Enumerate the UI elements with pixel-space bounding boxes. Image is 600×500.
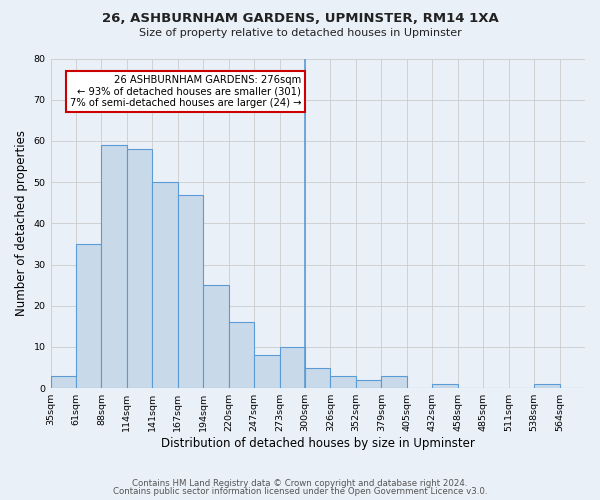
- Y-axis label: Number of detached properties: Number of detached properties: [15, 130, 28, 316]
- Bar: [305, 368, 331, 388]
- Bar: [127, 149, 152, 388]
- Text: Contains public sector information licensed under the Open Government Licence v3: Contains public sector information licen…: [113, 487, 487, 496]
- Text: Contains HM Land Registry data © Crown copyright and database right 2024.: Contains HM Land Registry data © Crown c…: [132, 478, 468, 488]
- Bar: [50, 376, 76, 388]
- Bar: [101, 145, 127, 388]
- Bar: [152, 182, 178, 388]
- X-axis label: Distribution of detached houses by size in Upminster: Distribution of detached houses by size …: [161, 437, 475, 450]
- Bar: [280, 347, 305, 388]
- Text: Size of property relative to detached houses in Upminster: Size of property relative to detached ho…: [139, 28, 461, 38]
- Bar: [76, 244, 101, 388]
- Text: 26 ASHBURNHAM GARDENS: 276sqm
← 93% of detached houses are smaller (301)
7% of s: 26 ASHBURNHAM GARDENS: 276sqm ← 93% of d…: [70, 75, 301, 108]
- Bar: [331, 376, 356, 388]
- Text: 26, ASHBURNHAM GARDENS, UPMINSTER, RM14 1XA: 26, ASHBURNHAM GARDENS, UPMINSTER, RM14 …: [101, 12, 499, 26]
- Bar: [178, 194, 203, 388]
- Bar: [356, 380, 382, 388]
- Bar: [254, 355, 280, 388]
- Bar: [432, 384, 458, 388]
- Bar: [382, 376, 407, 388]
- Bar: [203, 285, 229, 388]
- Bar: [534, 384, 560, 388]
- Bar: [229, 322, 254, 388]
